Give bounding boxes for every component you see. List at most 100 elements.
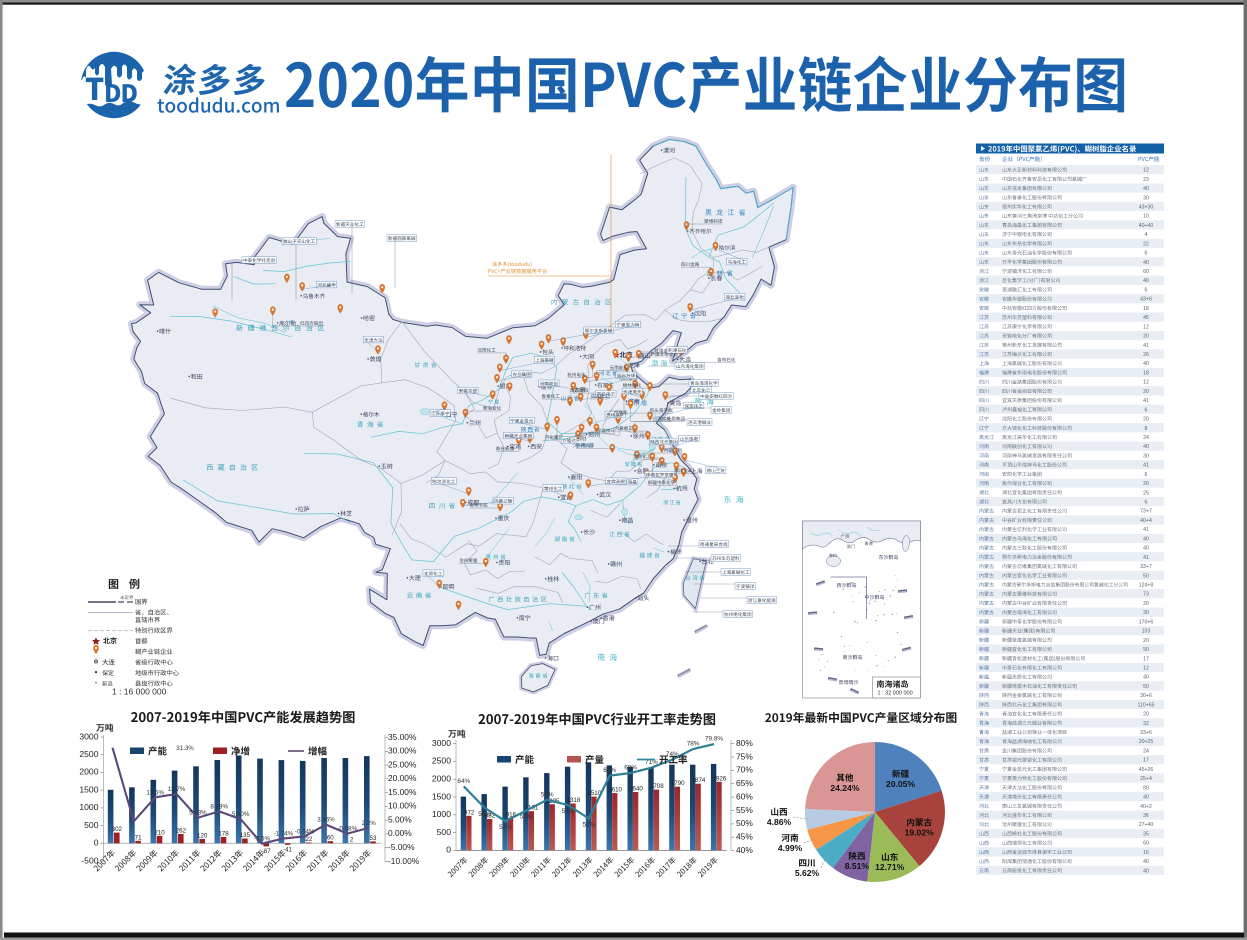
svg-text:79.8%: 79.8% <box>705 736 723 743</box>
svg-text:33+6: 33+6 <box>1140 730 1152 736</box>
svg-text:2000: 2000 <box>79 767 98 777</box>
svg-text:-41: -41 <box>283 846 293 853</box>
svg-text:8: 8 <box>1145 426 1148 432</box>
svg-text:19.02%: 19.02% <box>905 828 935 838</box>
svg-text:40: 40 <box>1143 260 1149 266</box>
svg-text:500: 500 <box>437 827 452 837</box>
svg-text:0: 0 <box>94 838 99 848</box>
svg-text:5.00%: 5.00% <box>388 815 412 825</box>
svg-text:6: 6 <box>1145 251 1148 257</box>
svg-text:41: 41 <box>1143 555 1149 561</box>
svg-text:73+7: 73+7 <box>1140 509 1152 515</box>
svg-text:0: 0 <box>446 845 451 855</box>
svg-text:2: 2 <box>350 837 354 844</box>
svg-text:1500: 1500 <box>432 791 451 801</box>
svg-text:55%: 55% <box>736 805 753 815</box>
svg-text:45%: 45% <box>736 832 753 842</box>
svg-text:1000: 1000 <box>79 802 98 812</box>
svg-text:20: 20 <box>1143 712 1149 718</box>
svg-text:4: 4 <box>1145 232 1148 238</box>
svg-text:40%: 40% <box>736 845 753 855</box>
svg-text:70%: 70% <box>736 765 753 775</box>
svg-text:8.51%: 8.51% <box>845 861 870 871</box>
svg-text:-1.74%: -1.74% <box>273 831 293 838</box>
svg-text:2.2%: 2.2% <box>362 820 377 827</box>
svg-text:-0.94%: -0.94% <box>295 828 315 835</box>
svg-text:210: 210 <box>154 829 165 836</box>
svg-text:1 : 32 000 000: 1 : 32 000 000 <box>878 691 913 697</box>
svg-text:17: 17 <box>1143 656 1149 662</box>
svg-text:-0.08%: -0.08% <box>337 826 357 833</box>
svg-text:12: 12 <box>1143 380 1149 386</box>
svg-text:41: 41 <box>1143 527 1149 533</box>
svg-text:-5.00%: -5.00% <box>388 842 415 852</box>
svg-text:50: 50 <box>1143 684 1149 690</box>
svg-text:30: 30 <box>1143 195 1149 201</box>
svg-text:40: 40 <box>1143 868 1149 874</box>
svg-text:41: 41 <box>1143 343 1149 349</box>
svg-text:916: 916 <box>506 811 517 818</box>
svg-text:6: 6 <box>1145 500 1148 506</box>
svg-text:24.24%: 24.24% <box>830 783 860 793</box>
svg-text:20: 20 <box>1143 481 1149 487</box>
svg-text:40: 40 <box>1143 278 1149 284</box>
svg-text:40: 40 <box>1143 361 1149 367</box>
svg-text:68%: 68% <box>603 767 616 774</box>
svg-text:23: 23 <box>1143 177 1149 183</box>
svg-text:3000: 3000 <box>79 731 98 741</box>
svg-text:25+4: 25+4 <box>1140 776 1152 782</box>
svg-text:302: 302 <box>112 826 123 833</box>
svg-text:-3.5%: -3.5% <box>254 836 271 843</box>
svg-text:32: 32 <box>1143 721 1149 727</box>
svg-text:41: 41 <box>1143 398 1149 404</box>
svg-text:27+40: 27+40 <box>1139 822 1154 828</box>
svg-text:45: 45 <box>1143 315 1149 321</box>
svg-text:4.86%: 4.86% <box>767 817 792 827</box>
svg-text:80%: 80% <box>736 738 753 748</box>
svg-text:20: 20 <box>1143 638 1149 644</box>
svg-text:71: 71 <box>135 834 142 841</box>
svg-text:5.80%: 5.80% <box>232 811 250 818</box>
svg-text:18: 18 <box>1143 370 1149 376</box>
svg-text:40: 40 <box>1143 536 1149 542</box>
svg-text:6: 6 <box>1145 287 1148 293</box>
svg-text:6: 6 <box>1145 472 1148 478</box>
svg-text:120: 120 <box>197 833 208 840</box>
svg-text:5.53%: 5.53% <box>189 810 207 817</box>
svg-text:20: 20 <box>1143 601 1149 607</box>
svg-text:40: 40 <box>1143 546 1149 552</box>
svg-text:1708: 1708 <box>650 783 664 790</box>
svg-text:-10.00%: -10.00% <box>388 856 420 866</box>
svg-text:12: 12 <box>1143 665 1149 671</box>
svg-text:22: 22 <box>305 836 312 843</box>
svg-text:30.00%: 30.00% <box>388 746 417 756</box>
svg-text:12.71%: 12.71% <box>875 862 905 872</box>
svg-text:50%: 50% <box>736 818 753 828</box>
svg-text:1790: 1790 <box>671 780 685 787</box>
svg-text:12: 12 <box>1143 324 1149 330</box>
svg-text:64%: 64% <box>457 778 470 785</box>
svg-text:1610: 1610 <box>608 787 622 794</box>
svg-text:972: 972 <box>464 809 475 816</box>
svg-text:12: 12 <box>1143 168 1149 174</box>
svg-text:103: 103 <box>1142 629 1151 635</box>
svg-text:10: 10 <box>1143 214 1149 220</box>
svg-text:10.00%: 10.00% <box>388 801 417 811</box>
svg-text:124+8: 124+8 <box>1139 583 1154 589</box>
svg-text:24: 24 <box>1143 748 1149 754</box>
svg-text:1318: 1318 <box>567 797 581 804</box>
svg-text:74%: 74% <box>666 751 679 758</box>
svg-text:20: 20 <box>1143 389 1149 395</box>
svg-text:40+40: 40+40 <box>1139 223 1154 229</box>
svg-text:1874: 1874 <box>692 777 706 784</box>
svg-text:2500: 2500 <box>432 756 451 766</box>
svg-text:5.62%: 5.62% <box>795 868 820 878</box>
svg-text:1500: 1500 <box>79 784 98 794</box>
svg-text:50: 50 <box>1143 573 1149 579</box>
svg-text:30: 30 <box>1143 453 1149 459</box>
svg-text:51%: 51% <box>499 824 512 831</box>
svg-text:40+2: 40+2 <box>1140 804 1152 810</box>
svg-text:26: 26 <box>1143 352 1149 358</box>
svg-text:43+30: 43+30 <box>1139 204 1154 210</box>
svg-text:60: 60 <box>327 835 334 842</box>
